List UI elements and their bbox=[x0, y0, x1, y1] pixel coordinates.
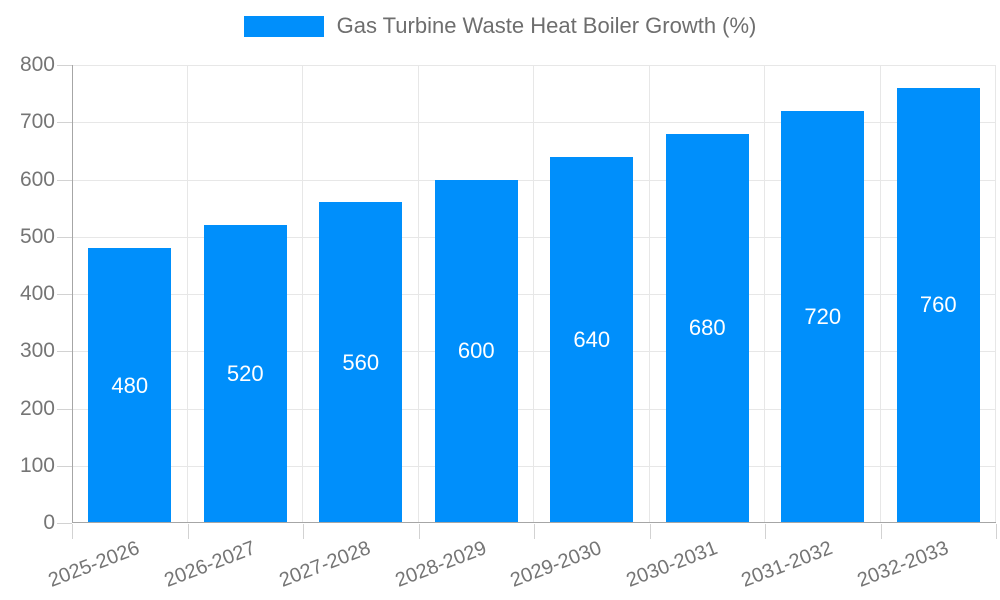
legend-item[interactable]: Gas Turbine Waste Heat Boiler Growth (%) bbox=[0, 13, 1000, 39]
gridline-vertical bbox=[648, 65, 650, 523]
y-tick-label: 700 bbox=[19, 110, 55, 134]
x-axis-tick bbox=[187, 524, 189, 539]
x-axis-tick bbox=[880, 524, 882, 539]
bar[interactable]: 640 bbox=[550, 156, 634, 523]
x-axis-tick bbox=[72, 524, 73, 539]
bar[interactable]: 520 bbox=[203, 225, 287, 523]
x-axis-tick bbox=[534, 524, 535, 539]
legend-color-swatch bbox=[243, 15, 324, 37]
plot-area: 480 520 560 600 640 680 720 760 bbox=[72, 65, 996, 523]
x-tick-label: 2025-2026 bbox=[45, 537, 143, 592]
bar[interactable]: 600 bbox=[434, 179, 518, 523]
bar-value-label: 760 bbox=[919, 292, 957, 318]
x-axis-line bbox=[72, 522, 996, 523]
y-axis-tick bbox=[57, 408, 72, 410]
bar-value-label: 560 bbox=[342, 349, 380, 375]
gridline-vertical bbox=[186, 65, 188, 523]
y-axis-tick bbox=[57, 236, 72, 238]
y-axis-tick bbox=[57, 523, 72, 524]
bar[interactable]: 480 bbox=[88, 248, 172, 523]
gridline-horizontal bbox=[72, 122, 996, 124]
gridline-horizontal bbox=[72, 351, 996, 353]
bar-value-label: 480 bbox=[111, 372, 149, 398]
x-axis-tick bbox=[418, 524, 420, 539]
y-tick-label: 200 bbox=[19, 396, 55, 420]
y-tick-label: 800 bbox=[19, 53, 55, 76]
gridline-vertical bbox=[995, 65, 996, 523]
gridline-vertical bbox=[879, 65, 881, 523]
x-axis-tick bbox=[996, 524, 997, 539]
x-axis-tick bbox=[765, 524, 766, 539]
gridline-horizontal bbox=[72, 408, 996, 410]
bar[interactable]: 720 bbox=[781, 110, 865, 523]
y-axis-tick bbox=[57, 122, 72, 124]
legend-label: Gas Turbine Waste Heat Boiler Growth (%) bbox=[336, 13, 757, 38]
bar-value-label: 600 bbox=[457, 338, 495, 364]
x-tick-label: 2029-2030 bbox=[507, 537, 605, 592]
y-axis-tick bbox=[57, 65, 72, 66]
y-axis-tick bbox=[57, 351, 72, 353]
x-tick-label: 2032-2033 bbox=[853, 537, 952, 592]
gridline-vertical bbox=[302, 65, 303, 523]
x-axis-tick bbox=[649, 524, 651, 539]
y-tick-label: 0 bbox=[43, 511, 55, 534]
x-tick-label: 2027-2028 bbox=[276, 537, 374, 592]
gridline-vertical bbox=[764, 65, 765, 523]
y-axis-tick bbox=[57, 294, 72, 295]
x-tick-label: 2028-2029 bbox=[391, 537, 490, 592]
y-tick-label: 600 bbox=[19, 167, 55, 191]
x-tick-label: 2031-2032 bbox=[738, 537, 836, 592]
gridline-horizontal bbox=[72, 465, 996, 467]
bar-value-label: 520 bbox=[226, 361, 264, 387]
y-axis-tick bbox=[57, 465, 72, 467]
gridline-horizontal bbox=[72, 236, 996, 238]
y-axis-tick bbox=[57, 179, 72, 181]
bar[interactable]: 560 bbox=[319, 202, 403, 523]
bar-value-label: 640 bbox=[573, 326, 611, 352]
gridline-vertical bbox=[533, 65, 534, 523]
y-tick-label: 500 bbox=[19, 224, 55, 248]
gridline-horizontal bbox=[72, 294, 996, 295]
gridline-horizontal bbox=[72, 65, 996, 66]
gridline-horizontal bbox=[72, 179, 996, 181]
y-tick-label: 300 bbox=[19, 339, 55, 363]
y-tick-label: 400 bbox=[19, 282, 55, 305]
bar-value-label: 720 bbox=[804, 303, 842, 329]
y-tick-label: 100 bbox=[19, 453, 55, 477]
y-axis-line bbox=[72, 65, 73, 523]
x-tick-label: 2026-2027 bbox=[160, 537, 259, 592]
bar[interactable]: 760 bbox=[896, 87, 980, 523]
bar[interactable]: 680 bbox=[665, 133, 749, 523]
gridline-vertical bbox=[417, 65, 419, 523]
bar-value-label: 680 bbox=[688, 315, 726, 341]
x-axis-tick bbox=[303, 524, 304, 539]
x-tick-label: 2030-2031 bbox=[622, 537, 721, 592]
